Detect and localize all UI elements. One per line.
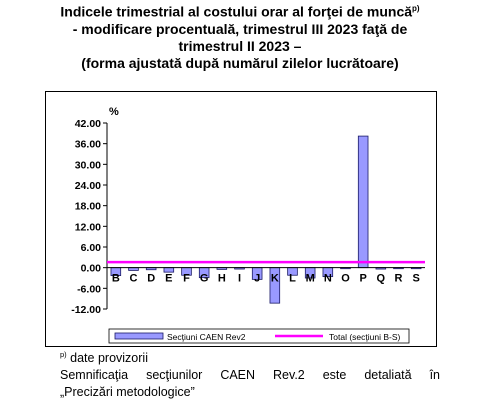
- footnote-reference: „Precizări metodologice”: [60, 385, 195, 400]
- chart-title: Indicele trimestrial al costului orar al…: [0, 0, 480, 72]
- y-tick-label: 24.00: [75, 180, 101, 192]
- footnote-mark: p): [60, 350, 67, 359]
- legend: Secţiuni CAEN Rev2 Total (secţiuni B-S): [108, 328, 410, 344]
- legend-box: [108, 328, 410, 344]
- x-tick-label: R: [395, 273, 403, 285]
- footnote-provisional: p) date provizorii: [60, 346, 440, 367]
- footnote: p) date provizorii Semnificaţia secţiuni…: [60, 346, 440, 401]
- y-tick-label: -6.00: [77, 283, 101, 295]
- x-tick-label: Q: [377, 273, 386, 285]
- title-line-3: trimestrul II 2023 –: [178, 37, 302, 54]
- footnote-description: Semnificaţia secţiunilor CAEN Rev.2 este…: [60, 368, 440, 383]
- chart-frame: [45, 91, 437, 347]
- x-tick-label: F: [183, 273, 190, 285]
- bar-chart: % 42.00 36.00 30.00 24.00 18.00 12.00 6.00 0.00…: [45, 91, 437, 347]
- bar-P: [357, 135, 369, 269]
- x-tick-label: P: [359, 273, 366, 285]
- y-tick-label: 36.00: [75, 139, 101, 151]
- legend-label-bars: Secţiuni CAEN Rev2: [167, 332, 246, 342]
- x-tick-label: D: [147, 273, 155, 285]
- title-line-1: Indicele trimestrial al costului orar al…: [60, 3, 420, 20]
- y-tick-label: 0.00: [81, 263, 102, 275]
- title-line-4: (forma ajustată după numărul zilelor luc…: [81, 54, 399, 71]
- y-tick-label: 42.00: [75, 118, 101, 130]
- x-tick-label: K: [271, 273, 279, 285]
- x-tick-label: H: [218, 273, 226, 285]
- y-tick-label: 30.00: [75, 159, 101, 171]
- x-tick-label: L: [289, 273, 296, 285]
- legend-label-total: Total (secţiuni B-S): [329, 332, 400, 342]
- x-tick-label: N: [324, 273, 332, 285]
- title-line-2: - modificare procentuală, trimestrul III…: [72, 20, 408, 37]
- x-tick-label: G: [200, 273, 209, 285]
- x-tick-label: J: [254, 273, 260, 285]
- x-tick-label: M: [306, 273, 315, 285]
- x-tick-label: C: [130, 273, 138, 285]
- x-tick-label: O: [341, 273, 350, 285]
- x-tick-label: B: [112, 273, 120, 285]
- x-tick-label: I: [238, 273, 241, 285]
- title-provisional-mark: p): [412, 4, 420, 13]
- y-tick-label: 18.00: [75, 201, 101, 213]
- y-tick-label: -12.00: [71, 304, 101, 316]
- bar-E: [163, 267, 175, 273]
- x-tick-label: E: [165, 273, 172, 285]
- legend-swatch-bars: [114, 332, 164, 340]
- x-tick-label: S: [412, 273, 419, 285]
- y-axis-unit-label: %: [109, 106, 119, 118]
- y-tick-label: 12.00: [75, 221, 101, 233]
- y-axis: 42.00 36.00 30.00 24.00 18.00 12.00 6.00 0.00 -6…: [71, 118, 108, 316]
- y-tick-label: 6.00: [81, 242, 102, 254]
- bars-group: [107, 135, 425, 304]
- footnote-provisional-text: date provizorii: [70, 351, 148, 366]
